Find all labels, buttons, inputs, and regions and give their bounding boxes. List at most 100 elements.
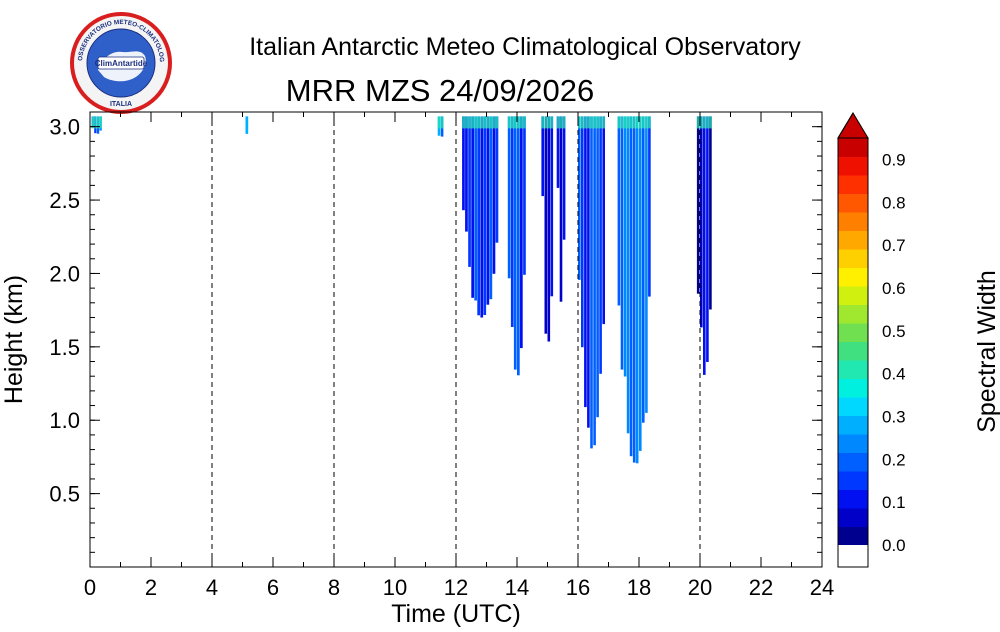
echo-cap	[523, 116, 526, 129]
x-tick-label: 24	[810, 575, 834, 600]
echo-cap	[623, 116, 627, 129]
echo-cap	[468, 116, 471, 129]
echo-column	[620, 116, 624, 370]
echo-column	[645, 116, 648, 413]
colorbar-frame	[837, 137, 869, 568]
colorbar-swatch	[838, 267, 868, 287]
y-tick-label: 2.5	[49, 188, 80, 213]
echo-cap	[584, 116, 587, 129]
echo-column	[648, 116, 651, 297]
echo-cap	[544, 116, 548, 129]
y-axis-ticks: 0.5 1.0 1.5 2.0 2.5 3.0	[49, 115, 822, 553]
echo-column	[520, 116, 523, 349]
colorbar-swatch	[838, 230, 868, 250]
colorbar-swatch	[838, 286, 868, 305]
echo-cap	[556, 116, 560, 129]
echo-cap	[626, 116, 630, 129]
colorbar-tick-label: 0.1	[882, 493, 906, 512]
echo-column	[700, 116, 703, 328]
echo-cap	[587, 116, 590, 129]
echo-cap	[562, 116, 566, 129]
echo-column	[462, 116, 465, 211]
echo-column	[465, 116, 468, 232]
x-tick-label: 14	[505, 575, 529, 600]
colorbar-swatch	[838, 397, 868, 416]
colorbar-max-arrow	[837, 112, 869, 139]
echo-cap	[639, 116, 642, 129]
colorbar-swatch	[838, 471, 868, 490]
echo-cap	[99, 116, 102, 129]
echo-column	[629, 116, 633, 457]
colorbar-tick-label: 0.8	[882, 193, 906, 212]
echo-column	[599, 116, 602, 374]
colorbar-swatch	[838, 175, 868, 194]
echo-column	[590, 116, 593, 449]
echo-column	[513, 116, 517, 370]
echo-column	[510, 116, 514, 328]
y-tick-label: 1.5	[49, 335, 80, 360]
colorbar-tick-label: 0.4	[882, 365, 906, 384]
echo-column	[245, 116, 249, 134]
chart-title: Italian Antarctic Meteo Climatological O…	[249, 33, 801, 61]
echo-cap	[599, 116, 602, 129]
echo-cap	[696, 116, 700, 129]
echo-cap	[437, 116, 441, 129]
echo-cap	[483, 116, 487, 129]
echo-column	[468, 116, 471, 267]
echo-cap	[517, 116, 520, 129]
echo-column	[474, 116, 477, 301]
echo-cap	[492, 116, 496, 129]
echo-column	[541, 116, 544, 197]
x-tick-label: 6	[267, 575, 279, 600]
echo-column	[492, 116, 496, 274]
echo-column	[507, 116, 511, 279]
echo-cap	[520, 116, 523, 129]
echo-column	[626, 116, 630, 434]
logo-center-text: ClimAntartide	[95, 59, 148, 68]
echo-cap	[590, 116, 593, 129]
echo-cap	[700, 116, 703, 129]
echo-cap	[593, 116, 596, 129]
y-axis-label: Height (km)	[0, 275, 28, 404]
colorbar-swatch	[838, 489, 868, 509]
echo-cap	[486, 116, 490, 129]
echo-layer	[91, 116, 712, 464]
colorbar-tick-label: 0.9	[882, 150, 906, 169]
echo-cap	[703, 116, 706, 129]
echo-cap	[489, 116, 493, 129]
echo-column	[559, 116, 563, 302]
echo-cap	[471, 116, 474, 129]
echo-column	[709, 116, 712, 310]
x-axis-label: Time (UTC)	[391, 600, 521, 628]
echo-column	[480, 116, 484, 318]
echo-cap	[642, 116, 645, 129]
echo-column	[584, 116, 587, 408]
echo-cap	[547, 116, 551, 129]
colorbar-label: Spectral Width	[973, 270, 1000, 433]
echo-column	[495, 116, 499, 243]
echo-column	[556, 116, 560, 188]
echo-column	[562, 116, 566, 240]
echo-cap	[91, 116, 94, 129]
echo-cap	[645, 116, 648, 129]
colorbar-swatch	[838, 212, 868, 231]
echo-cap	[648, 116, 651, 129]
echo-cap	[96, 116, 100, 129]
colorbar-swatch	[838, 156, 868, 176]
echo-cap	[440, 116, 444, 129]
echo-cap	[465, 116, 468, 129]
colorbar-tick-label: 0.3	[882, 408, 906, 427]
echo-cap	[629, 116, 633, 129]
echo-column	[642, 116, 645, 423]
echo-cap	[617, 116, 621, 129]
colorbar-swatch	[838, 415, 868, 435]
x-tick-label: 8	[328, 575, 340, 600]
echo-cap	[462, 116, 465, 129]
echo-column	[632, 116, 636, 463]
chart-subtitle: MRR MZS 24/09/2026	[285, 73, 595, 108]
colorbar-swatch	[838, 508, 868, 527]
echo-column	[477, 116, 480, 316]
echo-cap	[541, 116, 544, 129]
echo-column	[593, 116, 596, 446]
